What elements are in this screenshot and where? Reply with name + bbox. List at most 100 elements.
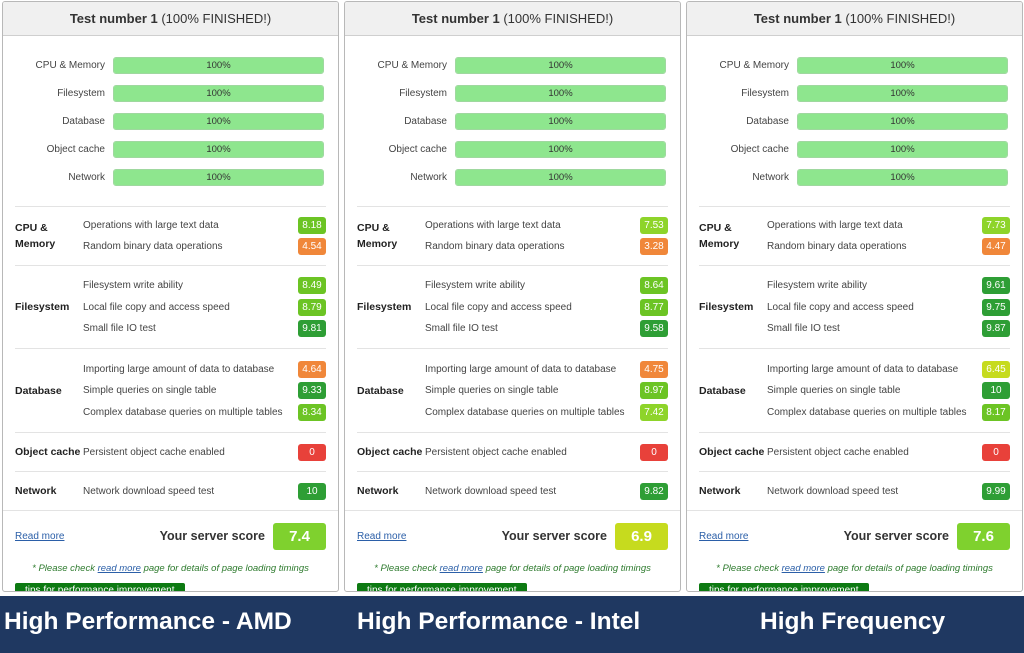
progress-bar: 100% [797,168,1008,186]
score-item: Small file IO test 9.87 [767,318,1010,340]
score-item-label: Complex database queries on multiple tab… [425,406,625,418]
score-groups: CPU & Memory Operations with large text … [3,206,338,510]
progress-row: Database 100% [699,107,1010,135]
score-badge: 8.79 [298,298,326,316]
note-read-more-link[interactable]: read more [97,563,141,574]
progress-text: 100% [548,115,573,127]
group-label: Network [15,485,57,497]
score-badge: 0 [982,443,1010,461]
read-more-link[interactable]: Read more [357,530,407,542]
group-label: Object cache [699,446,765,458]
progress-label: Database [62,115,105,127]
score-item: Local file copy and access speed 8.77 [425,296,668,318]
group-items: Importing large amount of data to databa… [83,349,326,432]
group-object-cache: Object cache Persistent object cache ena… [699,432,1010,471]
score-badge: 4.75 [640,360,668,378]
read-more-link[interactable]: Read more [699,530,749,542]
score-item-label: Importing large amount of data to databa… [425,363,617,375]
score-item-label: Local file copy and access speed [83,301,230,313]
score-item-label: Random binary data operations [425,241,565,253]
progress-bar: 100% [797,56,1008,74]
score-badge: 9.81 [298,320,326,337]
score-item-label: Simple queries on single table [425,385,559,396]
progress-text: 100% [890,87,915,99]
tips-button[interactable]: tips for performance improvement [15,583,185,591]
group-items: Network download speed test 9.99 [767,472,1010,510]
progress-label: Network [752,171,789,183]
progress-row: Filesystem 100% [357,79,668,107]
score-item-label: Small file IO test [83,323,156,334]
progress-bar: 100% [797,112,1008,130]
score-item-label: Simple queries on single table [83,385,217,396]
score-item: Network download speed test 9.99 [767,480,1010,502]
score-item: Operations with large text data 7.73 [767,215,1010,237]
progress-bar: 100% [113,112,324,130]
progress-fill [114,57,323,73]
score-item: Simple queries on single table 8.97 [425,380,668,402]
score-item: Random binary data operations 4.54 [83,236,326,258]
read-more-link[interactable]: Read more [15,530,65,542]
score-item-label: Network download speed test [425,485,557,497]
progress-fill [456,113,665,129]
score-badge: 9.87 [982,320,1010,337]
server-score-label: Your server score [159,529,265,543]
progress-bar: 100% [113,56,324,74]
score-item-label: Importing large amount of data to databa… [767,363,959,375]
score-item-label: Local file copy and access speed [767,301,914,313]
group-label: Database [357,384,404,397]
progress-row: CPU & Memory 100% [357,51,668,79]
group-items: Persistent object cache enabled 0 [83,433,326,471]
progress-label: CPU & Memory [719,59,789,71]
group-label: Filesystem [357,301,412,313]
score-item-label: Small file IO test [425,323,498,334]
score-item-label: Persistent object cache enabled [425,446,567,458]
progress-fill [798,141,1007,157]
group-cpu-memory: CPU & Memory Operations with large text … [15,206,326,265]
score-badge: 9.61 [982,277,1010,294]
note-read-more-link[interactable]: read more [439,563,483,574]
timing-note: * Please check read more page for detail… [15,561,326,577]
group-label: Filesystem [699,301,754,313]
progress-label: Filesystem [741,87,789,99]
score-item: Importing large amount of data to databa… [83,358,326,380]
note-suffix: page for details of page loading timings [485,563,651,574]
score-item: Local file copy and access speed 9.75 [767,296,1010,318]
group-items: Operations with large text data 8.18 Rand… [83,207,326,265]
group-database: Database Importing large amount of data … [15,348,326,432]
progress-row: Database 100% [15,107,326,135]
note-prefix: * Please check [374,563,437,574]
progress-text: 100% [890,171,915,183]
result-panel-intel: Test number 1 (100% FINISHED!) CPU & Mem… [344,1,681,592]
tips-button[interactable]: tips for performance improvement [699,583,869,591]
panel-title: Test number 1 [411,11,500,26]
panel-header: Test number 1 (100% FINISHED!) [345,2,680,36]
score-item-label: Simple queries on single table [767,385,901,396]
progress-fill [798,169,1007,185]
group-network: Network Network download speed test 10 [15,471,326,510]
panel-status: (100% FINISHED!) [845,11,956,26]
panel-status: (100% FINISHED!) [161,11,272,26]
note-read-more-link[interactable]: read more [781,563,825,574]
group-object-cache: Object cache Persistent object cache ena… [357,432,668,471]
score-item-label: Filesystem write ability [425,280,526,291]
progress-row: Object cache 100% [699,135,1010,163]
score-item-label: Network download speed test [83,485,215,497]
score-badge: 8.49 [298,277,326,294]
note-prefix: * Please check [716,563,779,574]
score-item: Complex database queries on multiple tab… [767,401,1010,423]
tips-button[interactable]: tips for performance improvement [357,583,527,591]
progress-label: Filesystem [57,87,105,99]
group-filesystem: Filesystem Filesystem write ability 9.61 … [699,265,1010,348]
progress-fill [456,57,665,73]
score-item-label: Local file copy and access speed [425,301,572,313]
progress-list: CPU & Memory 100% Filesystem 100% Databa… [3,36,338,206]
score-item: Random binary data operations 4.47 [767,236,1010,258]
progress-label: Database [746,115,789,127]
results-panels: Test number 1 (100% FINISHED!) CPU & Mem… [2,1,1023,592]
progress-label: Object cache [730,143,789,155]
score-item: Persistent object cache enabled 0 [83,441,326,463]
score-badge: 4.64 [298,360,326,378]
score-item-label: Small file IO test [767,323,840,334]
score-item: Persistent object cache enabled 0 [767,441,1010,463]
progress-label: Object cache [46,143,105,155]
